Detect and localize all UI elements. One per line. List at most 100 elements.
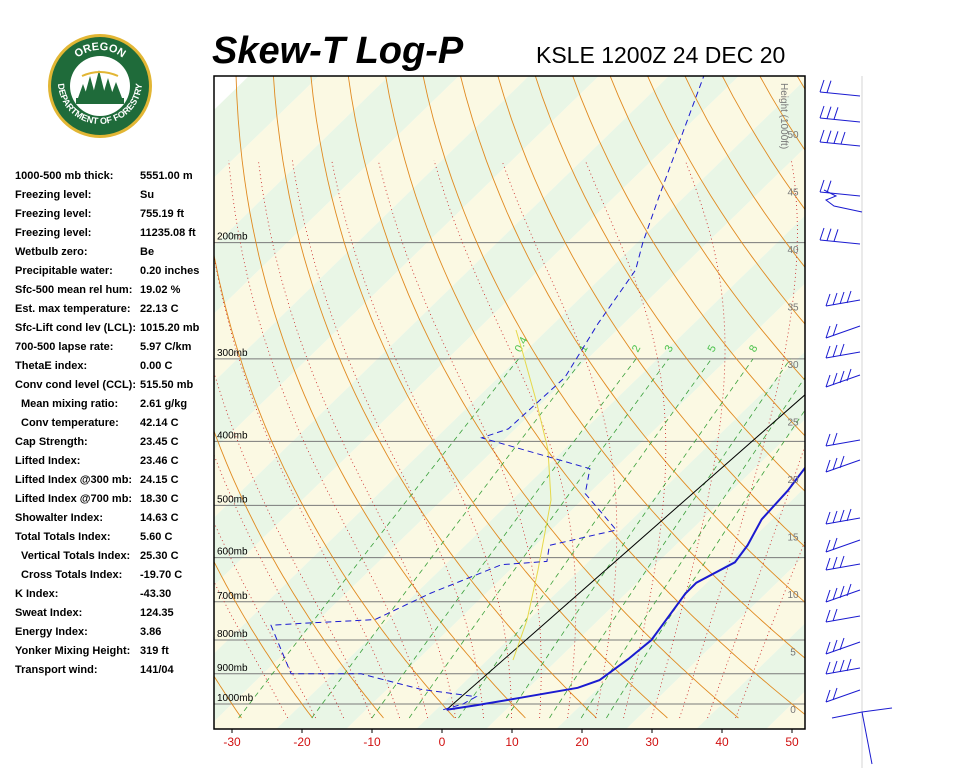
param-row: 700-500 lapse rate: 5.97 C/km — [15, 339, 215, 358]
param-label: Transport wind: — [15, 664, 98, 676]
dry-adiabat — [385, 76, 805, 716]
moist-adiabat — [214, 453, 344, 719]
wind-barb-flag — [839, 637, 845, 651]
wind-barb-flag — [846, 368, 852, 382]
height-tick-label: 25 — [787, 418, 799, 429]
mixing-ratio-line — [238, 358, 519, 719]
chart-title: Skew-T Log-P — [212, 30, 464, 72]
logo-ground — [76, 98, 124, 104]
temperature-band — [276, 215, 805, 729]
wind-barb — [825, 555, 861, 571]
temperature-line — [446, 466, 805, 711]
wind-barb-staff — [819, 117, 861, 123]
x-tick-label: 40 — [715, 735, 729, 749]
pressure-label: 200mb — [217, 232, 248, 243]
wind-barb-flag — [832, 639, 838, 653]
pressure-label: 700mb — [217, 591, 248, 602]
wind-barb-flag — [839, 659, 845, 673]
wind-barb-flag — [826, 130, 832, 143]
wind-barb-staff — [825, 667, 861, 675]
wind-barb-flag — [832, 372, 838, 386]
mixing-ratio-line — [408, 358, 669, 719]
param-label: Sfc-Lift cond lev (LCL): — [15, 322, 136, 334]
wind-barb-staff — [831, 711, 863, 719]
wind-barb-flag — [825, 557, 831, 571]
param-value: Su — [140, 189, 155, 201]
param-row: Sweat Index: 124.35 — [15, 605, 215, 624]
param-label: Freezing level: — [15, 227, 92, 239]
wind-barb — [825, 290, 861, 307]
param-value: -43.30 — [140, 588, 172, 600]
param-label: 700-500 lapse rate: — [15, 341, 114, 353]
wind-barb-flag — [833, 229, 839, 242]
wind-barb-flag — [833, 107, 839, 120]
wind-barb-flag — [825, 689, 831, 703]
wind-barb-flag — [846, 583, 852, 597]
wind-barb-staff — [825, 325, 861, 339]
mixing-ratio-line — [371, 358, 637, 719]
moist-adiabat — [377, 160, 542, 719]
wind-barb-flag — [832, 323, 838, 337]
param-row: Cross Totals Index: -19.70 C — [15, 567, 215, 586]
wind-barb-staff — [819, 239, 861, 245]
wind-barb-staff — [825, 299, 861, 307]
dry-adiabat — [647, 76, 805, 325]
param-value: 319 ft — [140, 645, 169, 657]
x-tick-label: -30 — [223, 735, 241, 749]
param-label: Yonker Mixing Height: — [15, 645, 131, 657]
wind-barb-flag — [825, 374, 831, 388]
pressure-label: 1000mb — [217, 693, 254, 704]
param-label: Energy Index: — [15, 626, 88, 638]
wind-barb-flag — [839, 370, 845, 384]
wind-barb-flag — [846, 290, 852, 304]
wind-barb — [819, 79, 861, 97]
param-label: K Index: — [15, 588, 59, 600]
dry-adiabat — [534, 76, 805, 492]
dry-adiabat — [310, 76, 668, 719]
param-row: Lifted Index @700 mb: 18.30 C — [15, 491, 215, 510]
wind-barb — [825, 323, 861, 339]
param-row: 1000-500 mb thick: 5551.00 m — [15, 168, 215, 187]
wind-barb-flag — [825, 325, 831, 339]
pressure-label: 600mb — [217, 547, 248, 558]
param-value: 2.61 g/kg — [140, 398, 188, 410]
temperature-band — [214, 76, 459, 314]
wind-barb-flag — [825, 609, 831, 623]
param-label: Sweat Index: — [15, 607, 83, 619]
wind-barb — [825, 687, 861, 703]
dry-adiabat — [852, 44, 960, 718]
param-label: Cap Strength: — [15, 436, 88, 448]
wind-barb-flag — [832, 537, 838, 551]
param-row: Lifted Index @300 mb: 24.15 C — [15, 472, 215, 491]
param-row: ThetaE index: 0.00 C — [15, 358, 215, 377]
param-row: Sfc-Lift cond lev (LCL): 1015.20 mb — [15, 320, 215, 339]
param-value: 3.86 — [140, 626, 162, 638]
logo-top-text: OREGON — [72, 41, 127, 61]
wind-barb-flag — [839, 455, 845, 469]
x-tick-label: -10 — [363, 735, 381, 749]
plot-frame — [213, 75, 806, 730]
dry-adiabat — [422, 76, 805, 659]
wind-barb-staff — [825, 517, 861, 525]
height-axis-label: Height (1000ft) — [778, 83, 789, 149]
moist-adiabat — [228, 160, 428, 719]
wind-barb-staff — [825, 439, 861, 447]
param-label: Vertical Totals Index: — [21, 550, 131, 562]
param-row: Sfc-500 mean rel hum: 19.02 % — [15, 282, 215, 301]
moist-adiabat — [735, 540, 805, 719]
wind-barb-staff — [825, 563, 861, 571]
wind-barb-flag — [832, 660, 838, 674]
wind-barb-flag — [825, 589, 831, 603]
temperature-band — [214, 147, 805, 729]
wind-barb-flag — [819, 227, 825, 241]
wind-barb-staff — [819, 141, 861, 147]
dry-adiabat — [572, 76, 805, 437]
mixing-ratio-label: 8 — [747, 343, 760, 354]
param-row: Precipitable water: 0.20 inches — [15, 263, 215, 282]
param-row: Freezing level: 755.19 ft — [15, 206, 215, 225]
wind-barb-flag — [825, 539, 831, 553]
param-value: 1015.20 mb — [140, 322, 200, 334]
mixing-ratio-line — [311, 358, 584, 719]
wind-barb-staff — [825, 641, 861, 655]
param-row: Est. max temperature: 22.13 C — [15, 301, 215, 320]
